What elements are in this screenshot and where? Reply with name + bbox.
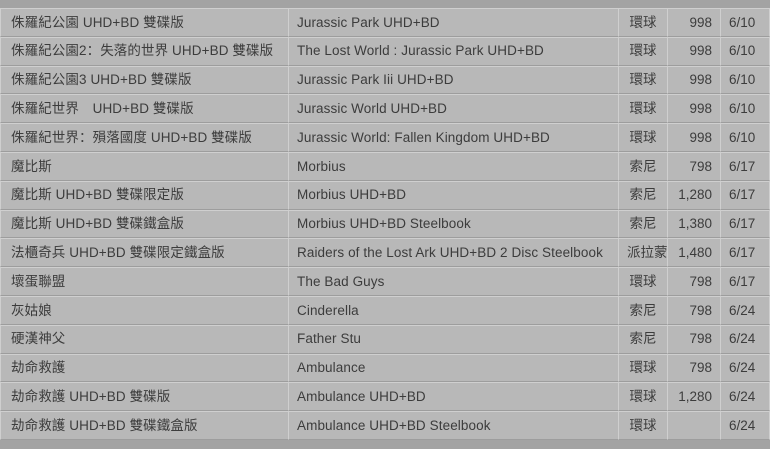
release-schedule-table: 侏羅紀公園 UHD+BD 雙碟版 Jurassic Park UHD+BD 環球 99… xyxy=(0,8,770,440)
table-row[interactable]: 壞蛋聯盟 The Bad Guys 環球 798 6/17 xyxy=(0,267,770,296)
cell-chinese-title: 侏羅紀公園 UHD+BD 雙碟版 xyxy=(0,8,289,37)
cell-chinese-title: 侏羅紀世界 UHD+BD 雙碟版 xyxy=(0,94,289,124)
cell-release-date: 6/10 xyxy=(721,65,770,95)
cell-price: 1,380 xyxy=(668,209,721,239)
cell-release-date: 6/17 xyxy=(721,238,770,268)
cell-studio: 索尼 xyxy=(619,209,668,239)
cell-chinese-title: 壞蛋聯盟 xyxy=(0,267,289,296)
cell-price: 998 xyxy=(668,123,721,152)
cell-chinese-title: 劫命救護 UHD+BD 雙碟版 xyxy=(0,382,289,412)
cell-english-title: Cinderella xyxy=(289,295,619,325)
cell-release-date: 6/17 xyxy=(721,209,770,239)
table-row[interactable]: 侏羅紀公園2：失落的世界 UHD+BD 雙碟版 The Lost World : … xyxy=(0,36,770,66)
cell-release-date: 6/24 xyxy=(721,382,770,412)
cell-price: 798 xyxy=(668,151,721,181)
cell-price: 798 xyxy=(668,324,721,354)
cell-studio: 環球 xyxy=(619,94,668,124)
cell-studio: 派拉蒙 xyxy=(619,238,668,268)
cell-studio: 索尼 xyxy=(619,324,668,354)
cell-chinese-title: 侏羅紀世界：殞落國度 UHD+BD 雙碟版 xyxy=(0,123,289,152)
table-row[interactable]: 法櫃奇兵 UHD+BD 雙碟限定鐵盒版 Raiders of the Lost A… xyxy=(0,238,770,268)
cell-release-date: 6/24 xyxy=(721,353,770,383)
cell-english-title: Ambulance UHD+BD xyxy=(289,382,619,412)
cell-release-date: 6/10 xyxy=(721,8,770,37)
table-row[interactable]: 侏羅紀公園3 UHD+BD 雙碟版 Jurassic Park Iii UHD+B… xyxy=(0,65,770,95)
cell-price: 1,280 xyxy=(668,180,721,210)
table-row[interactable]: 劫命救護 Ambulance 環球 798 6/24 xyxy=(0,353,770,383)
cell-english-title: Jurassic Park Iii UHD+BD xyxy=(289,65,619,95)
cell-price: 798 xyxy=(668,267,721,296)
cell-english-title: Jurassic Park UHD+BD xyxy=(289,8,619,37)
cell-price: 998 xyxy=(668,94,721,124)
cell-release-date: 6/17 xyxy=(721,151,770,181)
cell-studio: 環球 xyxy=(619,411,668,440)
cell-english-title: Morbius xyxy=(289,151,619,181)
cell-release-date: 6/10 xyxy=(721,36,770,66)
cell-price: 1,480 xyxy=(668,238,721,268)
cell-chinese-title: 灰姑娘 xyxy=(0,295,289,325)
table-row[interactable]: 劫命救護 UHD+BD 雙碟版 Ambulance UHD+BD 環球 1,280 6/… xyxy=(0,382,770,412)
table-row[interactable]: 魔比斯 Morbius 索尼 798 6/17 xyxy=(0,151,770,181)
cell-chinese-title: 魔比斯 UHD+BD 雙碟鐵盒版 xyxy=(0,209,289,239)
cell-release-date: 6/17 xyxy=(721,267,770,296)
cell-release-date: 6/10 xyxy=(721,123,770,152)
cell-studio: 索尼 xyxy=(619,295,668,325)
cell-english-title: Ambulance xyxy=(289,353,619,383)
cell-studio: 環球 xyxy=(619,65,668,95)
cell-price: 798 xyxy=(668,353,721,383)
table-row[interactable]: 硬漢神父 Father Stu 索尼 798 6/24 xyxy=(0,324,770,354)
cell-release-date: 6/17 xyxy=(721,180,770,210)
release-schedule-table-container: 侏羅紀公園 UHD+BD 雙碟版 Jurassic Park UHD+BD 環球 99… xyxy=(0,8,770,440)
cell-english-title: Morbius UHD+BD xyxy=(289,180,619,210)
cell-release-date: 6/24 xyxy=(721,324,770,354)
table-row[interactable]: 魔比斯 UHD+BD 雙碟限定版 Morbius UHD+BD 索尼 1,280 6/1… xyxy=(0,180,770,210)
cell-chinese-title: 侏羅紀公園3 UHD+BD 雙碟版 xyxy=(0,65,289,95)
cell-english-title: Jurassic World UHD+BD xyxy=(289,94,619,124)
cell-chinese-title: 侏羅紀公園2：失落的世界 UHD+BD 雙碟版 xyxy=(0,36,289,66)
cell-chinese-title: 劫命救護 xyxy=(0,353,289,383)
cell-english-title: Father Stu xyxy=(289,324,619,354)
table-row[interactable]: 灰姑娘 Cinderella 索尼 798 6/24 xyxy=(0,295,770,325)
cell-studio: 環球 xyxy=(619,36,668,66)
cell-price xyxy=(668,411,721,440)
cell-price: 798 xyxy=(668,295,721,325)
cell-price: 998 xyxy=(668,65,721,95)
release-schedule-table-body: 侏羅紀公園 UHD+BD 雙碟版 Jurassic Park UHD+BD 環球 99… xyxy=(0,8,770,440)
cell-chinese-title: 法櫃奇兵 UHD+BD 雙碟限定鐵盒版 xyxy=(0,238,289,268)
cell-studio: 環球 xyxy=(619,267,668,296)
cell-english-title: Ambulance UHD+BD Steelbook xyxy=(289,411,619,440)
table-row[interactable]: 魔比斯 UHD+BD 雙碟鐵盒版 Morbius UHD+BD Steelbook… xyxy=(0,209,770,239)
cell-studio: 索尼 xyxy=(619,151,668,181)
cell-english-title: Jurassic World: Fallen Kingdom UHD+BD xyxy=(289,123,619,152)
table-row[interactable]: 侏羅紀公園 UHD+BD 雙碟版 Jurassic Park UHD+BD 環球 99… xyxy=(0,8,770,37)
cell-chinese-title: 劫命救護 UHD+BD 雙碟鐵盒版 xyxy=(0,411,289,440)
table-row[interactable]: 侏羅紀世界 UHD+BD 雙碟版 Jurassic World UHD+BD 環球 9… xyxy=(0,94,770,124)
cell-studio: 環球 xyxy=(619,123,668,152)
cell-chinese-title: 魔比斯 UHD+BD 雙碟限定版 xyxy=(0,180,289,210)
cell-release-date: 6/24 xyxy=(721,295,770,325)
table-bottom-edge xyxy=(0,440,770,449)
cell-release-date: 6/10 xyxy=(721,94,770,124)
cell-english-title: Raiders of the Lost Ark UHD+BD 2 Disc St… xyxy=(289,238,619,268)
cell-price: 998 xyxy=(668,8,721,37)
cell-studio: 環球 xyxy=(619,8,668,37)
cell-english-title: The Bad Guys xyxy=(289,267,619,296)
table-row[interactable]: 侏羅紀世界：殞落國度 UHD+BD 雙碟版 Jurassic World: Fal… xyxy=(0,123,770,152)
cell-studio: 環球 xyxy=(619,382,668,412)
cell-english-title: Morbius UHD+BD Steelbook xyxy=(289,209,619,239)
table-row[interactable]: 劫命救護 UHD+BD 雙碟鐵盒版 Ambulance UHD+BD Steelb… xyxy=(0,411,770,440)
cell-release-date: 6/24 xyxy=(721,411,770,440)
cell-chinese-title: 魔比斯 xyxy=(0,151,289,181)
cell-studio: 環球 xyxy=(619,353,668,383)
cell-chinese-title: 硬漢神父 xyxy=(0,324,289,354)
cell-studio: 索尼 xyxy=(619,180,668,210)
cell-price: 998 xyxy=(668,36,721,66)
cell-english-title: The Lost World : Jurassic Park UHD+BD xyxy=(289,36,619,66)
cell-price: 1,280 xyxy=(668,382,721,412)
